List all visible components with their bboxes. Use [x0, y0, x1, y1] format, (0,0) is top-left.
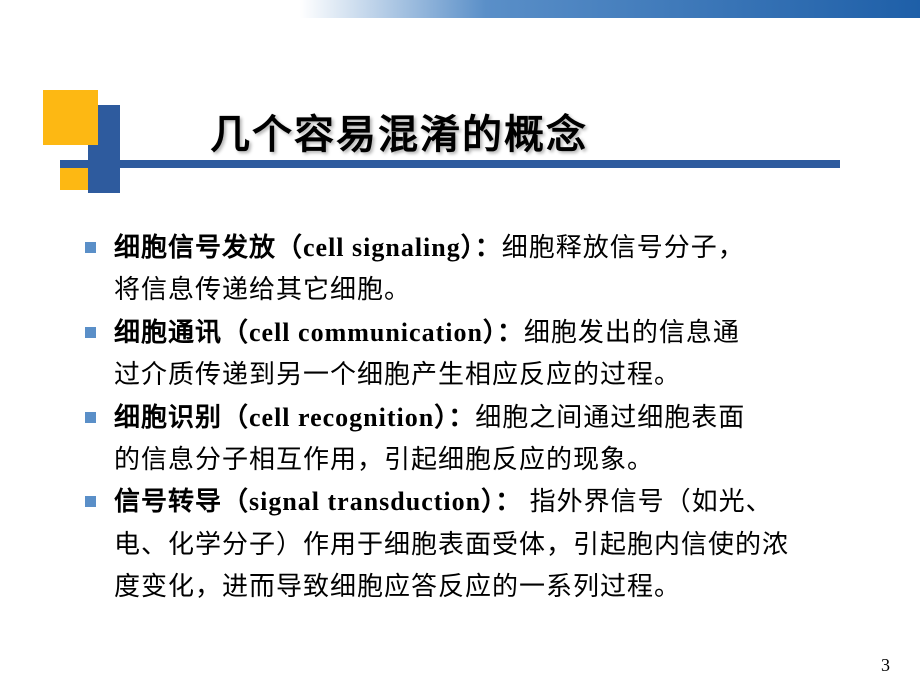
term-bold: 信号转导（signal transduction）：	[114, 487, 522, 516]
list-item: 细胞识别（cell recognition）：细胞之间通过细胞表面	[85, 400, 860, 436]
slide-title: 几个容易混淆的概念	[210, 102, 588, 160]
item-continuation: 过介质传递到另一个细胞产生相应反应的过程。	[114, 357, 860, 393]
item-continuation: 的信息分子相互作用，引起细胞反应的现象。	[114, 442, 860, 478]
slide-body: 细胞信号发放（cell signaling）：细胞释放信号分子， 将信息传递给其…	[85, 230, 860, 612]
title-underline-bar	[60, 160, 840, 168]
term-bold: 细胞识别（cell recognition）：	[114, 403, 475, 432]
item-text: 细胞信号发放（cell signaling）：细胞释放信号分子，	[114, 230, 745, 266]
item-rest: 细胞之间通过细胞表面	[475, 403, 745, 432]
bullet-icon	[85, 412, 96, 423]
list-item: 信号转导（signal transduction）： 指外界信号（如光、	[85, 484, 860, 520]
item-continuation: 将信息传递给其它细胞。	[114, 272, 860, 308]
item-rest: 细胞释放信号分子，	[502, 233, 745, 262]
item-text: 细胞通讯（cell communication）：细胞发出的信息通	[114, 315, 740, 351]
item-text: 信号转导（signal transduction）： 指外界信号（如光、	[114, 484, 773, 520]
bullet-icon	[85, 327, 96, 338]
page-number: 3	[881, 655, 890, 676]
corner-square-orange-small	[60, 168, 88, 190]
bullet-icon	[85, 496, 96, 507]
item-continuation: 电、化学分子）作用于细胞表面受体，引起胞内信使的浓	[114, 527, 860, 563]
list-item: 细胞通讯（cell communication）：细胞发出的信息通	[85, 315, 860, 351]
item-rest: 细胞发出的信息通	[524, 318, 740, 347]
term-bold: 细胞信号发放（cell signaling）：	[114, 233, 502, 262]
bullet-icon	[85, 242, 96, 253]
top-gradient-bar	[300, 0, 920, 18]
term-bold: 细胞通讯（cell communication）：	[114, 318, 524, 347]
list-item: 细胞信号发放（cell signaling）：细胞释放信号分子，	[85, 230, 860, 266]
corner-square-orange	[43, 90, 98, 145]
item-rest: 指外界信号（如光、	[522, 487, 773, 516]
item-continuation: 度变化，进而导致细胞应答反应的一系列过程。	[114, 569, 860, 605]
item-text: 细胞识别（cell recognition）：细胞之间通过细胞表面	[114, 400, 745, 436]
